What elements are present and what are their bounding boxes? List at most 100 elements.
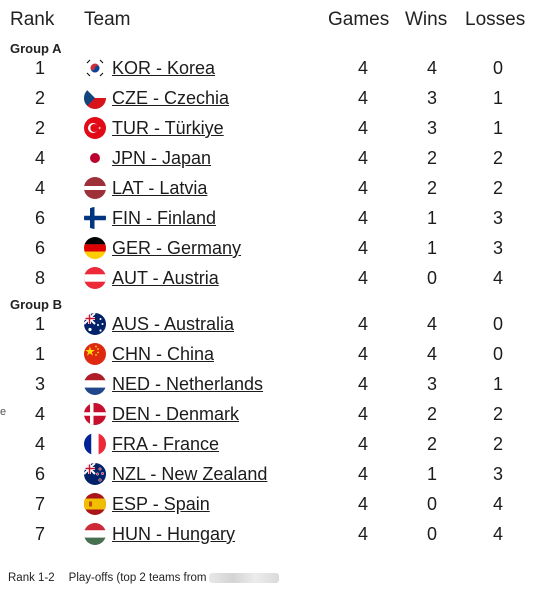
japan-flag-icon bbox=[84, 147, 106, 169]
losses-cell: 0 bbox=[492, 314, 503, 334]
wins-cell: 1 bbox=[426, 238, 437, 258]
table-row: 4 DEN - Denmark 4 2 2 bbox=[0, 401, 536, 429]
losses-cell: 0 bbox=[492, 344, 503, 364]
team-link[interactable]: ESP - Spain bbox=[112, 494, 210, 514]
netherlands-flag-icon bbox=[84, 373, 106, 395]
games-cell: 4 bbox=[357, 434, 368, 454]
wins-cell: 4 bbox=[426, 58, 437, 78]
team-link[interactable]: AUS - Australia bbox=[112, 314, 235, 334]
losses-cell: 3 bbox=[492, 238, 503, 258]
new-zealand-flag-icon bbox=[84, 463, 106, 485]
table-header: Rank Team Games Wins Losses bbox=[0, 9, 536, 35]
games-cell: 4 bbox=[357, 88, 368, 108]
table-row: 6 FIN - Finland 4 1 3 bbox=[0, 205, 536, 233]
table-row: 1 CHN - China 4 4 0 bbox=[0, 341, 536, 369]
wins-cell: 4 bbox=[426, 344, 437, 364]
team-link[interactable]: NZL - New Zealand bbox=[112, 464, 268, 484]
games-cell: 4 bbox=[357, 374, 368, 394]
team-link[interactable]: CHN - China bbox=[112, 344, 215, 364]
team-link[interactable]: DEN - Denmark bbox=[112, 404, 240, 424]
spain-flag-icon bbox=[84, 493, 106, 515]
wins-cell: 0 bbox=[426, 494, 437, 514]
losses-cell: 2 bbox=[492, 178, 503, 198]
team-link[interactable]: FRA - France bbox=[112, 434, 220, 454]
header-games: Games bbox=[328, 9, 390, 30]
rank-cell: 1 bbox=[34, 314, 45, 334]
losses-cell: 3 bbox=[492, 208, 503, 228]
germany-flag-icon bbox=[84, 237, 106, 259]
header-wins: Wins bbox=[405, 9, 448, 30]
rank-cell: 6 bbox=[34, 464, 45, 484]
team-link[interactable]: NED - Netherlands bbox=[112, 374, 264, 394]
rank-cell: 7 bbox=[34, 524, 45, 544]
australia-flag-icon bbox=[84, 313, 106, 335]
team-link[interactable]: GER - Germany bbox=[112, 238, 242, 258]
header-rank: Rank bbox=[10, 9, 55, 30]
turkiye-flag-icon bbox=[84, 117, 106, 139]
table-row: 1 KOR - Korea 4 4 0 bbox=[0, 55, 536, 83]
austria-flag-icon bbox=[84, 267, 106, 289]
table-row: 7 HUN - Hungary 4 0 4 bbox=[0, 521, 536, 549]
header-losses: Losses bbox=[465, 9, 526, 30]
rank-cell: 1 bbox=[34, 344, 45, 364]
legend-description: Play-offs (top 2 teams from bbox=[68, 572, 207, 584]
team-link[interactable]: FIN - Finland bbox=[112, 208, 217, 228]
legend-footer: Rank 1-2 Play-offs (top 2 teams from bbox=[8, 572, 279, 584]
rank-cell: 4 bbox=[34, 178, 45, 198]
wins-cell: 2 bbox=[426, 434, 437, 454]
left-edge-mark: e bbox=[0, 406, 7, 418]
rank-cell: 2 bbox=[34, 118, 45, 138]
group-a-label: Group A bbox=[10, 41, 62, 56]
wins-cell: 2 bbox=[426, 148, 437, 168]
games-cell: 4 bbox=[357, 464, 368, 484]
table-row: 6 GER - Germany 4 1 3 bbox=[0, 235, 536, 263]
games-cell: 4 bbox=[357, 58, 368, 78]
latvia-flag-icon bbox=[84, 177, 106, 199]
games-cell: 4 bbox=[357, 268, 368, 288]
games-cell: 4 bbox=[357, 178, 368, 198]
blurred-text bbox=[208, 572, 279, 583]
group-b-label: Group B bbox=[10, 297, 62, 312]
wins-cell: 4 bbox=[426, 314, 437, 334]
wins-cell: 3 bbox=[426, 374, 437, 394]
table-row: 4 FRA - France 4 2 2 bbox=[0, 431, 536, 459]
table-row: 1 AUS - Australia 4 4 0 bbox=[0, 311, 536, 339]
games-cell: 4 bbox=[357, 238, 368, 258]
table-row: 2 TUR - Türkiye 4 3 1 bbox=[0, 115, 536, 143]
team-link[interactable]: HUN - Hungary bbox=[112, 524, 236, 544]
hungary-flag-icon bbox=[84, 523, 106, 545]
games-cell: 4 bbox=[357, 404, 368, 424]
rank-cell: 4 bbox=[34, 434, 45, 454]
table-row: 3 NED - Netherlands 4 3 1 bbox=[0, 371, 536, 399]
losses-cell: 1 bbox=[492, 374, 503, 394]
games-cell: 4 bbox=[357, 524, 368, 544]
team-link[interactable]: AUT - Austria bbox=[112, 268, 219, 288]
finland-flag-icon bbox=[84, 207, 106, 229]
team-link[interactable]: JPN - Japan bbox=[112, 148, 212, 168]
rank-cell: 8 bbox=[34, 268, 45, 288]
wins-cell: 3 bbox=[426, 118, 437, 138]
losses-cell: 1 bbox=[492, 118, 503, 138]
team-link[interactable]: CZE - Czechia bbox=[112, 88, 230, 108]
rank-cell: 6 bbox=[34, 208, 45, 228]
losses-cell: 1 bbox=[492, 88, 503, 108]
table-row: 7 ESP - Spain 4 0 4 bbox=[0, 491, 536, 519]
legend-rank-code: Rank 1-2 bbox=[8, 572, 55, 584]
losses-cell: 0 bbox=[492, 58, 503, 78]
header-team: Team bbox=[84, 9, 131, 30]
losses-cell: 4 bbox=[492, 494, 503, 514]
wins-cell: 0 bbox=[426, 268, 437, 288]
rank-cell: 3 bbox=[34, 374, 45, 394]
rank-cell: 1 bbox=[34, 58, 45, 78]
team-link[interactable]: KOR - Korea bbox=[112, 58, 216, 78]
team-link[interactable]: LAT - Latvia bbox=[112, 178, 208, 198]
team-link[interactable]: TUR - Türkiye bbox=[112, 118, 224, 138]
rank-cell: 4 bbox=[34, 404, 45, 424]
losses-cell: 2 bbox=[492, 148, 503, 168]
games-cell: 4 bbox=[357, 208, 368, 228]
france-flag-icon bbox=[84, 433, 106, 455]
losses-cell: 4 bbox=[492, 524, 503, 544]
table-row: 4 LAT - Latvia 4 2 2 bbox=[0, 175, 536, 203]
losses-cell: 3 bbox=[492, 464, 503, 484]
korea-flag-icon bbox=[84, 57, 106, 79]
